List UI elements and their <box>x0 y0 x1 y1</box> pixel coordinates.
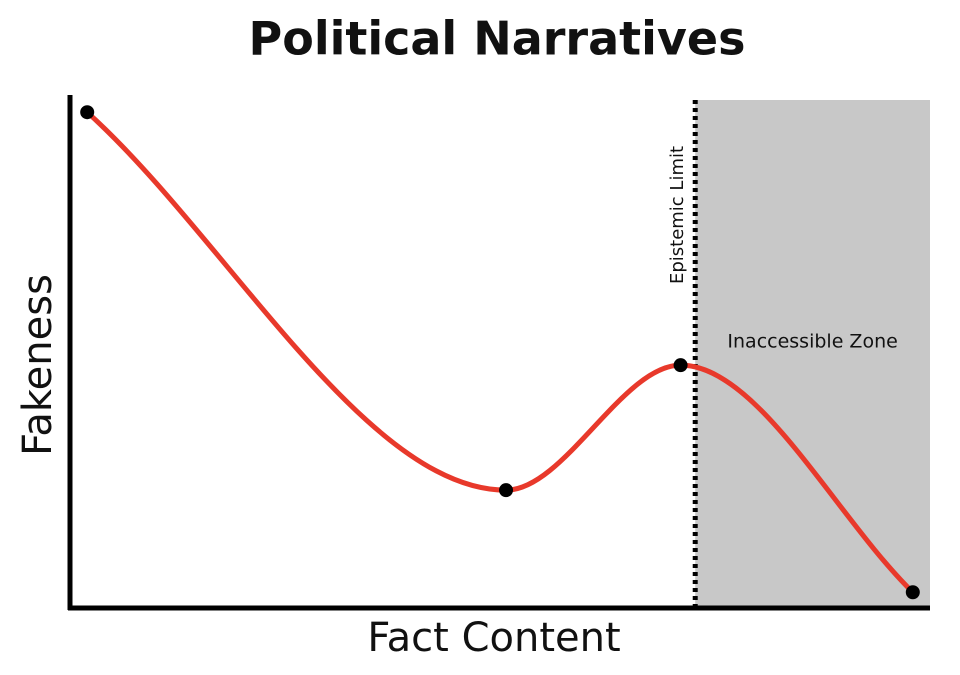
data-point <box>905 585 920 600</box>
region-label: Inaccessible Zone <box>727 331 897 353</box>
data-point <box>499 483 514 498</box>
data-point <box>80 105 95 120</box>
limit-label: Epistemic Limit <box>667 146 688 284</box>
x-axis-label: Fact Content <box>367 615 620 661</box>
chart-title: Political Narratives <box>249 12 746 66</box>
y-axis-label: Fakeness <box>15 274 61 456</box>
data-point <box>673 358 688 373</box>
shaded-region <box>695 100 930 608</box>
curve <box>84 109 916 595</box>
